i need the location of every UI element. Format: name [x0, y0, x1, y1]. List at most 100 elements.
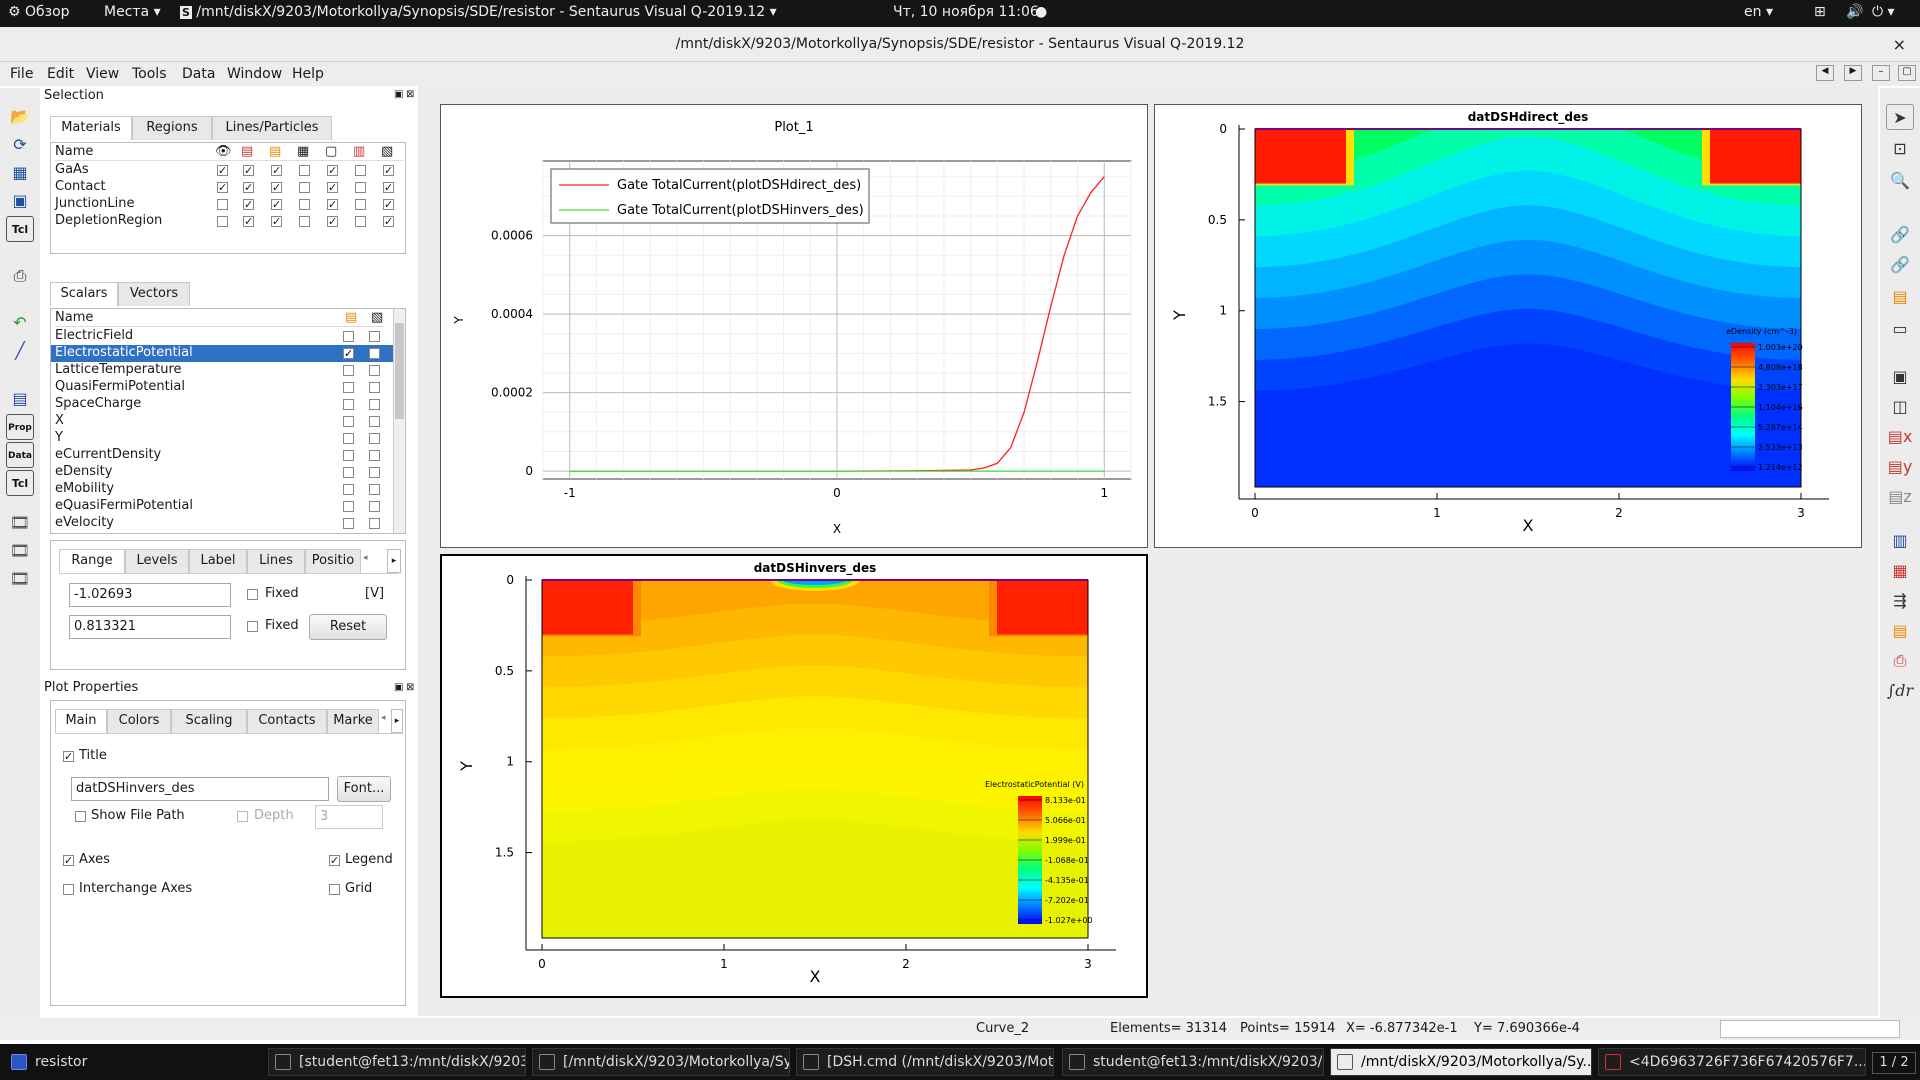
material-row[interactable]: JunctionLine ✓ ✓ ✓ ✓: [55, 196, 403, 213]
material-checkbox[interactable]: ✓: [243, 181, 254, 194]
pp-float-icon[interactable]: ▣: [394, 682, 404, 693]
tab-contacts[interactable]: Contacts: [247, 709, 327, 733]
material-checkbox[interactable]: [299, 199, 310, 210]
scalar-checkbox[interactable]: [369, 348, 380, 359]
material-checkbox[interactable]: ✓: [243, 215, 254, 228]
material-checkbox[interactable]: ✓: [327, 198, 338, 211]
scalar-checkbox[interactable]: [343, 331, 354, 342]
tab-prev-icon[interactable]: ◀: [1816, 65, 1834, 81]
select-pointer-icon[interactable]: ➤: [1886, 104, 1914, 130]
depth-checkbox[interactable]: [237, 811, 248, 822]
taskbar-item-6[interactable]: <4D6963726F736F67420576F7...: [1598, 1048, 1866, 1076]
visible-icon[interactable]: 👁: [215, 144, 232, 159]
power-icon[interactable]: ⏻ ▾: [1872, 4, 1895, 20]
tab-materials[interactable]: Materials: [50, 116, 132, 140]
material-checkbox[interactable]: ✓: [383, 181, 394, 194]
taskbar-item-5[interactable]: /mnt/diskX/9203/Motorkollya/Sy...: [1330, 1048, 1592, 1076]
label-icon[interactable]: ▧: [381, 144, 394, 159]
material-checkbox[interactable]: ✓: [327, 164, 338, 177]
scalar-checkbox[interactable]: [369, 365, 380, 376]
scalar-checkbox[interactable]: [369, 382, 380, 393]
menu-data[interactable]: Data: [182, 66, 216, 82]
scalar-checkbox[interactable]: [369, 501, 380, 512]
link-icon[interactable]: 🔗: [1890, 225, 1910, 244]
panel-close-icon[interactable]: ⊠: [406, 89, 415, 100]
tab-main[interactable]: Main: [55, 709, 107, 733]
material-checkbox[interactable]: ✓: [383, 164, 394, 177]
scalar-checkbox[interactable]: [343, 450, 354, 461]
show-file-path-checkbox[interactable]: [75, 811, 86, 822]
contour-icon[interactable]: ▥: [353, 144, 366, 159]
material-checkbox[interactable]: [355, 165, 366, 176]
scalar-row[interactable]: eMobility: [51, 481, 393, 498]
title-checkbox[interactable]: ✓: [63, 750, 74, 763]
movie-record-icon[interactable]: 🎞: [9, 541, 31, 560]
pp-scroll-right-icon[interactable]: ▸: [391, 709, 403, 733]
scalar-row[interactable]: eCurrentDensity: [51, 447, 393, 464]
scalar-fill-icon[interactable]: ▤: [345, 310, 358, 325]
places-menu[interactable]: Места ▾: [104, 4, 161, 20]
scalar-row[interactable]: QuasiFermiPotential: [51, 379, 393, 396]
tab-scroll-right-icon[interactable]: ▸: [387, 549, 401, 573]
tab-range[interactable]: Range: [59, 549, 125, 573]
clock[interactable]: Чт, 10 ноября 11:06: [893, 4, 1039, 20]
range-min-input[interactable]: -1.02693: [69, 583, 231, 607]
ruler-tool-icon[interactable]: ▥: [1892, 531, 1908, 550]
menu-tools[interactable]: Tools: [132, 66, 167, 82]
data-icon[interactable]: Data: [6, 442, 34, 468]
print-icon[interactable]: ⎙: [13, 266, 27, 285]
taskbar-item-3[interactable]: [DSH.cmd (/mnt/diskX/9203/Mot...: [796, 1048, 1054, 1076]
scalar-checkbox[interactable]: [369, 399, 380, 410]
border-icon[interactable]: ▢: [325, 144, 338, 159]
fill-icon[interactable]: ▤: [269, 144, 282, 159]
tab-vectors[interactable]: Vectors: [118, 282, 190, 306]
scalar-checkbox[interactable]: [343, 518, 354, 529]
scrollbar-thumb[interactable]: [395, 323, 404, 419]
scalar-row[interactable]: Y: [51, 430, 393, 447]
material-checkbox[interactable]: [355, 182, 366, 193]
tab-label[interactable]: Label: [189, 549, 247, 573]
probe-icon[interactable]: ▤: [1892, 287, 1908, 306]
draw-icon[interactable]: ╱: [15, 341, 25, 360]
print-plot-icon[interactable]: ⎙: [1893, 651, 1907, 670]
undo-icon[interactable]: ↶: [13, 313, 27, 332]
scalar-checkbox[interactable]: [343, 433, 354, 444]
pp-close-icon[interactable]: ⊠: [406, 682, 415, 693]
open-folder-icon[interactable]: 📂: [10, 107, 30, 126]
scalar-row[interactable]: eQuasiFermiPotential: [51, 498, 393, 515]
material-row[interactable]: DepletionRegion ✓ ✓ ✓ ✓: [55, 213, 403, 230]
load-data-icon[interactable]: ▦: [12, 163, 28, 182]
scalar-checkbox[interactable]: [343, 382, 354, 393]
axes-checkbox[interactable]: ✓: [63, 854, 74, 867]
tcl-console-icon[interactable]: Tcl: [6, 470, 34, 496]
tab-lines-particles[interactable]: Lines/Particles: [212, 116, 332, 140]
legend-checkbox[interactable]: ✓: [329, 854, 340, 867]
material-checkbox[interactable]: ✓: [327, 181, 338, 194]
invers-heatmap[interactable]: datDSHinvers_des 0 1 2 3 0 0.5 1 1.5 X Y Electrosta…: [442, 556, 1146, 996]
scalar-contour-icon[interactable]: ▧: [371, 310, 384, 325]
scalar-checkbox[interactable]: [369, 450, 380, 461]
cutline-icon[interactable]: ▣: [1892, 367, 1908, 386]
material-checkbox[interactable]: [217, 216, 228, 227]
scalar-checkbox[interactable]: [343, 399, 354, 410]
scalar-checkbox[interactable]: [369, 467, 380, 478]
ruler-icon[interactable]: ▭: [1892, 319, 1908, 338]
minimize-icon[interactable]: –: [1872, 65, 1890, 81]
scalar-checkbox[interactable]: [343, 416, 354, 427]
title-input[interactable]: datDSHinvers_des: [71, 777, 329, 801]
material-checkbox[interactable]: ✓: [217, 181, 228, 194]
material-checkbox[interactable]: ✓: [243, 198, 254, 211]
scalar-row[interactable]: eVelocity: [51, 515, 393, 532]
tab-scalars[interactable]: Scalars: [50, 282, 118, 306]
scalar-row[interactable]: ElectrostaticPotential ✓: [51, 345, 393, 362]
mesh-icon[interactable]: ▤: [241, 144, 254, 159]
language-indicator[interactable]: en ▾: [1744, 4, 1773, 20]
grid-icon[interactable]: ▦: [297, 144, 310, 159]
taskbar-item-1[interactable]: [student@fet13:/mnt/diskX/9203...: [268, 1048, 526, 1076]
material-row[interactable]: Contact ✓ ✓ ✓ ✓ ✓: [55, 179, 403, 196]
material-checkbox[interactable]: ✓: [271, 215, 282, 228]
line-chart[interactable]: Plot_1 -1 0 1 0 0.0002 0.0004 0.0006 X Y Gate Tota…: [441, 105, 1147, 547]
movie-export-icon[interactable]: 🎞: [9, 569, 31, 588]
